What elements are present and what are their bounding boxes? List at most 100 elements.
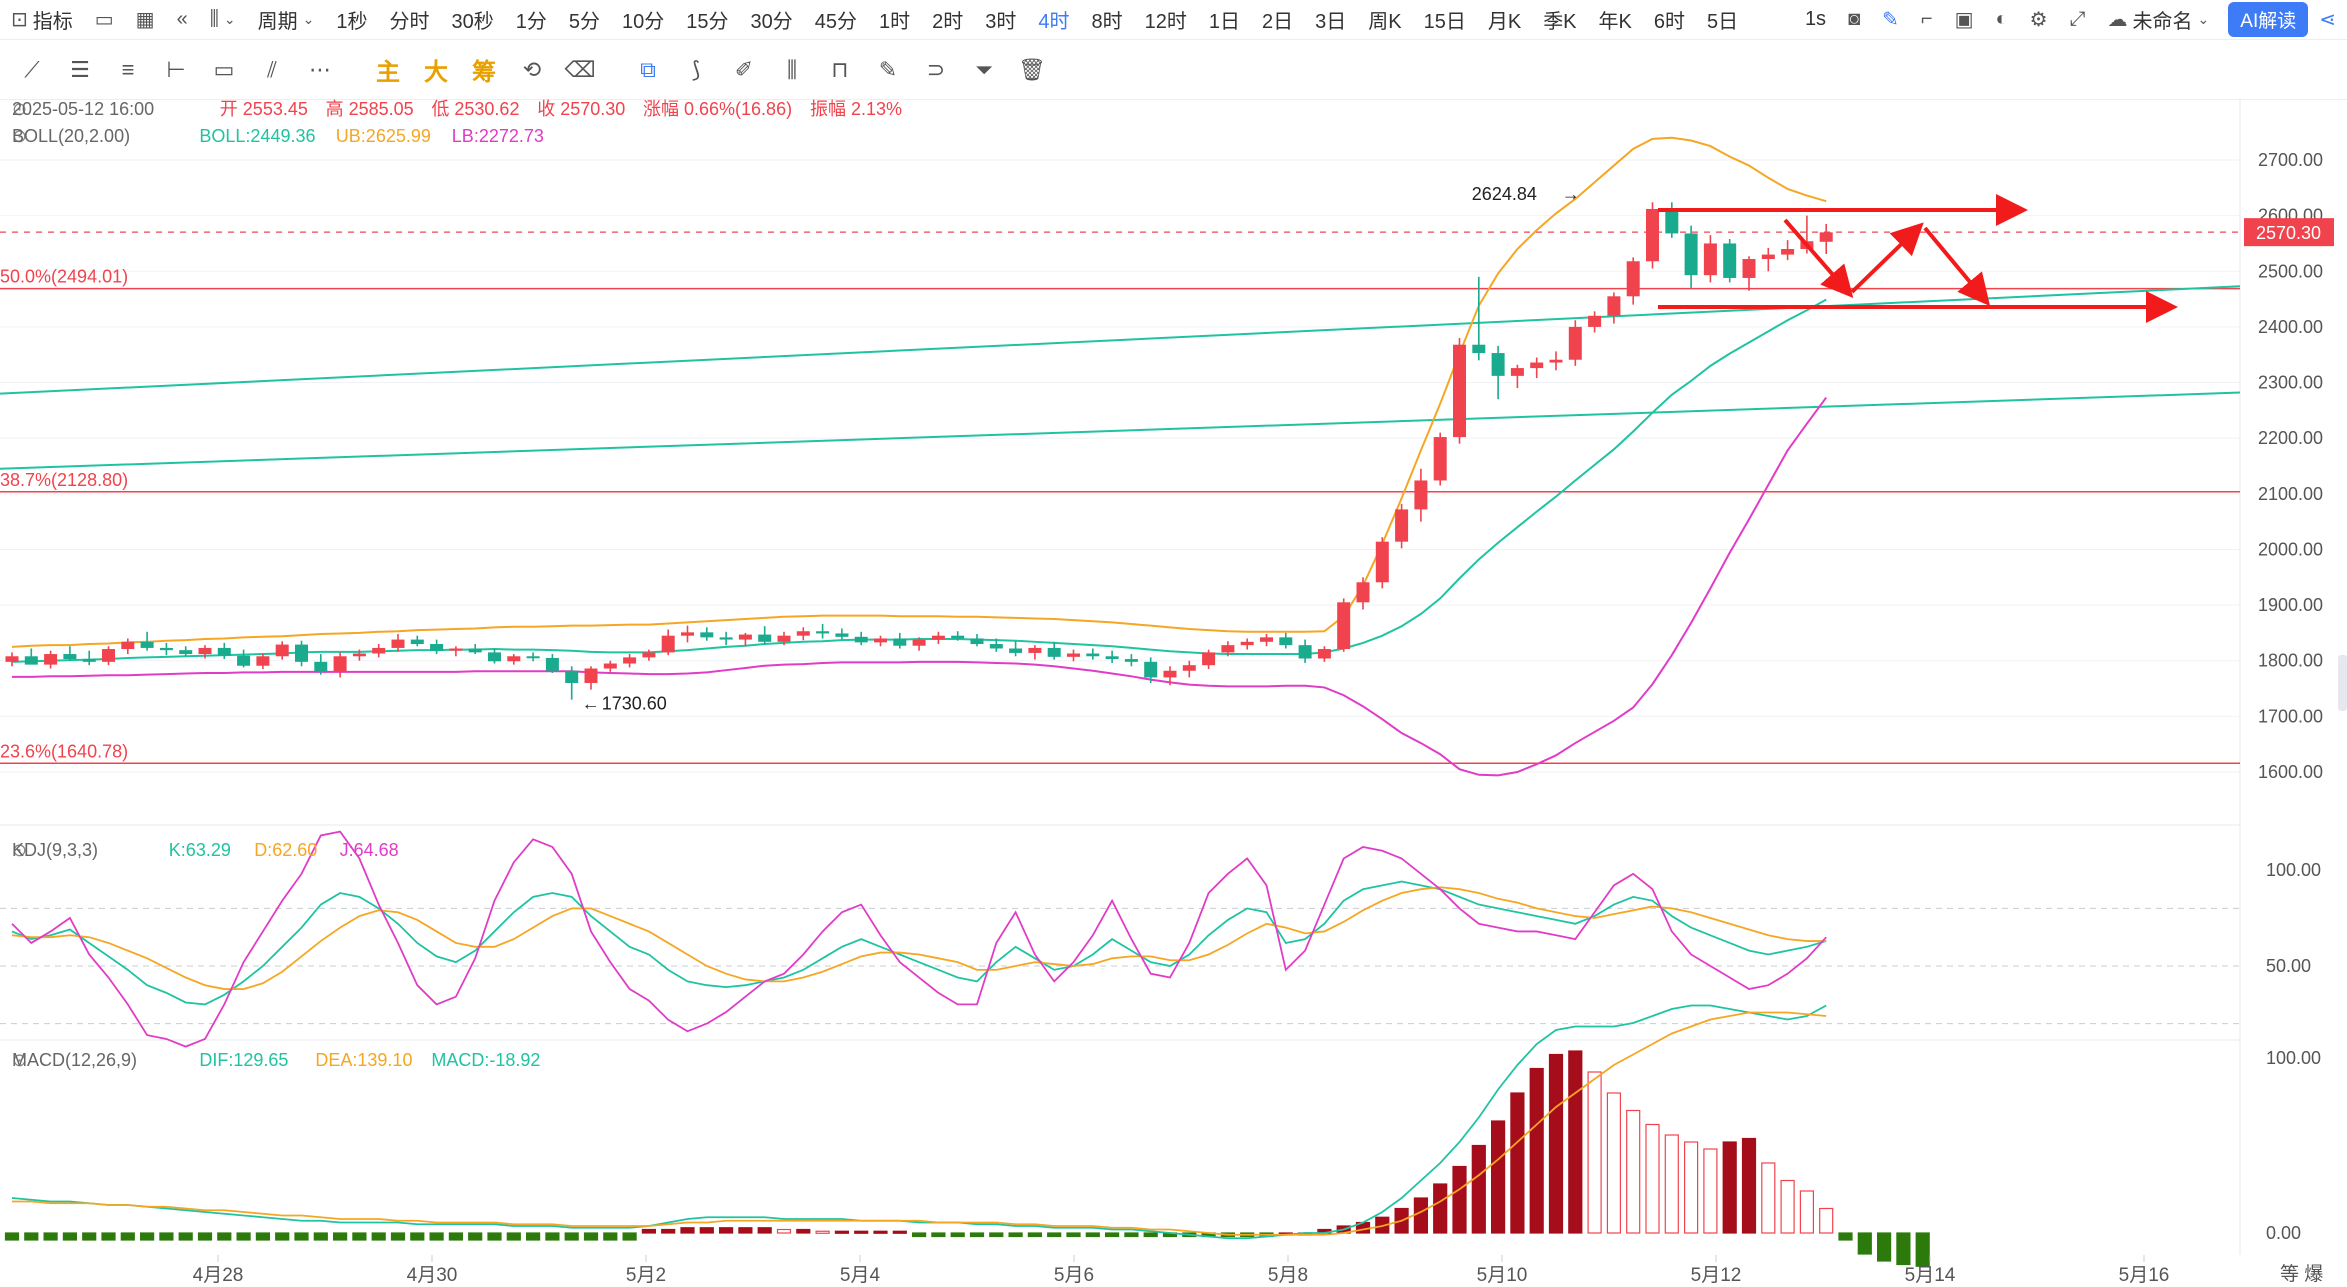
kdj-j-line [11,830,1827,1048]
lock-icon: ⊓ [831,56,849,82]
legends: ⊙ 2025-05-12 16:00 开 2553.45 高 2585.05 低 25… [12,99,902,1070]
macd-bar-51 [989,1232,1004,1238]
indicator-menu[interactable]: ⊡ 指标 [0,5,84,34]
boll-legend-lb: LB:2272.73 [452,126,544,146]
fib-tool-button[interactable]: ⫽ [248,57,296,83]
period-19[interactable]: 15日 [1423,11,1466,33]
macd-bar-0 [4,1232,20,1241]
candle-body-77 [1491,353,1505,376]
more-tool-button[interactable]: ⋯ [296,57,344,83]
period-0[interactable]: 1秒 [336,11,368,33]
indicator-label: 指标 [32,11,73,33]
replay-speed[interactable]: 1s [1804,8,1827,30]
candle-body-28 [545,657,559,671]
window-button[interactable]: ▣ [1944,7,1985,32]
copy-button[interactable]: ⧉ [624,57,672,83]
macd-bar-50 [969,1232,985,1238]
period-18[interactable]: 周K [1368,11,1402,33]
share-button[interactable]: ⋖ [2308,7,2347,32]
fullscreen-button[interactable]: ⤢ [2059,8,2097,31]
kdj-tick-1: 100.00 [2266,860,2321,880]
delete-button[interactable]: 🗑 [1008,57,1056,83]
period-3[interactable]: 1分 [515,11,547,33]
back-button[interactable]: « [166,8,199,31]
compare-button[interactable]: ⫼ [768,57,816,83]
price-tick-11: 2700.00 [2258,150,2323,170]
crop-button[interactable]: ⌐ [1910,8,1944,31]
period-24[interactable]: 5日 [1707,11,1739,33]
period-21[interactable]: 季K [1543,11,1577,33]
period-23[interactable]: 6时 [1653,11,1685,33]
pencil-icon: ✎ [1882,9,1899,31]
candle-body-63 [1221,645,1235,653]
arrow-up-1 [1850,222,1924,294]
calendar-button[interactable]: ▭ [84,7,125,32]
period-13[interactable]: 8时 [1091,11,1123,33]
period-11[interactable]: 3时 [985,11,1017,33]
candle-body-82 [1588,315,1602,327]
theme-button[interactable]: ◐ [1985,8,2019,31]
erase-tool-button[interactable]: ⌫ [556,57,604,83]
period-menu[interactable]: 周期 ⌄ [247,5,326,34]
horizontal-tool-button[interactable]: ⊢ [152,57,200,83]
line-tool-button[interactable]: ⟋ [8,57,56,83]
layout-button[interactable]: ▦ [125,7,166,32]
ohlc-legend-open: 开 2553.45 [220,99,308,119]
period-14[interactable]: 12时 [1144,11,1187,33]
chart-type-button[interactable]: ⫼ ⌄ [199,8,247,31]
ai-interpret-button[interactable]: AI解读 [2228,2,2309,37]
period-7[interactable]: 30分 [750,11,793,33]
edit-button[interactable]: ✎ [1871,7,1910,32]
candle-body-20 [391,639,405,648]
rect-tool-button[interactable]: ▭ [200,57,248,83]
cloud-layout-menu[interactable]: ☁ 未命名 ⌄ [2097,5,2221,34]
period-8[interactable]: 45分 [814,11,857,33]
candle-body-87 [1684,233,1698,276]
period-5[interactable]: 10分 [622,11,665,33]
chevron-down-icon: ⌄ [302,11,315,27]
overlay-tab-big[interactable]: 大 [424,59,448,86]
macd-bar-76 [1471,1144,1486,1234]
macd-bar-47 [911,1232,927,1238]
candle-body-52 [1009,648,1023,653]
period-4[interactable]: 5分 [568,11,600,33]
filter-button[interactable]: ⏷ [960,57,1008,83]
candle-body-1 [24,656,38,665]
sync-button[interactable]: ⟲ [508,57,556,83]
time-label-8: 5月14 [1905,1265,1956,1286]
ruler-button[interactable]: ⟆ [672,57,720,83]
macd-bar-83 [1606,1092,1622,1234]
period-20[interactable]: 月K [1487,11,1522,33]
candle-body-30 [584,668,598,683]
macd-bar-52 [1008,1232,1023,1238]
settings-button[interactable]: ⚙ [2019,7,2059,32]
channel-tool-button[interactable]: ≡ [104,57,152,83]
period-6[interactable]: 15分 [686,11,729,33]
period-22[interactable]: 年K [1598,11,1632,33]
camera-button[interactable]: ◙ [1837,8,1871,31]
note-icon: ✎ [878,56,898,82]
candle-body-2 [44,654,58,665]
macd-legend-dea: DEA:139.10 [315,1050,412,1070]
period-16[interactable]: 2日 [1262,11,1294,33]
period-9[interactable]: 1时 [879,11,911,33]
period-2[interactable]: 30秒 [451,11,494,33]
magnet-button[interactable]: ⊃ [912,57,960,83]
period-1[interactable]: 分时 [389,11,430,33]
parallel-tool-button[interactable]: ☰ [56,57,104,83]
last-price-label: 2570.30 [2256,223,2321,243]
period-15[interactable]: 1日 [1208,11,1240,33]
note-button[interactable]: ✎ [864,57,912,83]
candle-body-84 [1626,261,1640,297]
overlay-tab-main[interactable]: 主 [376,59,400,86]
lock-button[interactable]: ⊓ [816,57,864,83]
macd-bar-12 [236,1232,251,1241]
period-17[interactable]: 3日 [1315,11,1347,33]
candle-body-49 [951,635,965,639]
period-12[interactable]: 4时 [1038,11,1070,33]
time-label-1: 4月30 [407,1265,458,1286]
brush-button[interactable]: ✐ [720,57,768,83]
period-10[interactable]: 2时 [932,11,964,33]
overlay-tab-chips[interactable]: 筹 [472,59,496,86]
